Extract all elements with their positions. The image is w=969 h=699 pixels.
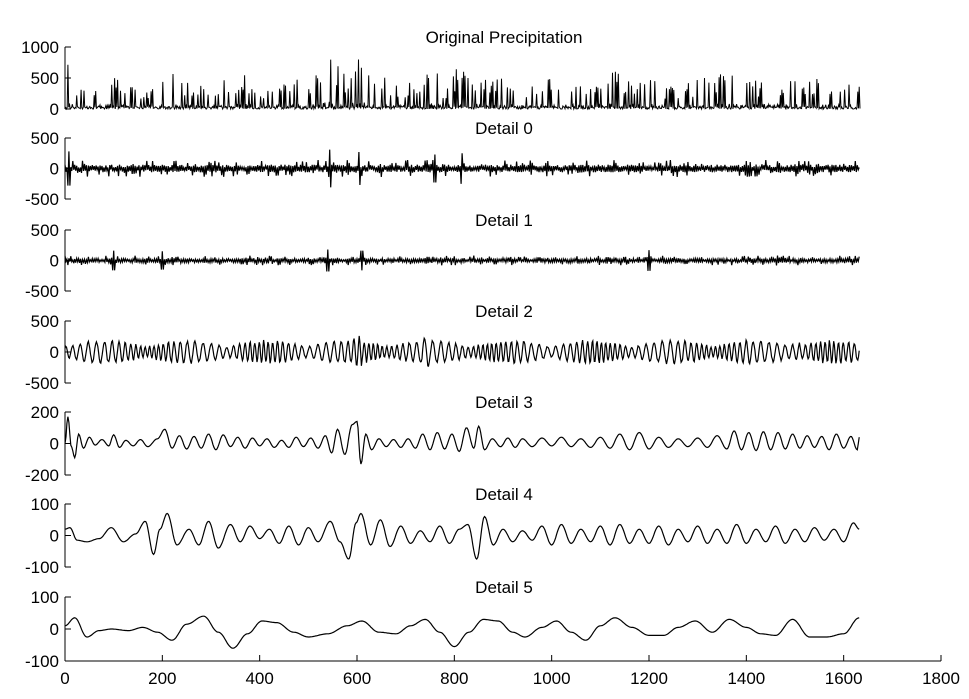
series-line [64, 615, 860, 649]
y-tick-label: -500 [25, 374, 59, 393]
x-tick-label: 600 [343, 669, 371, 688]
y-tick-label: 0 [50, 100, 59, 119]
y-tick-label: 200 [31, 403, 59, 422]
series-line [64, 249, 860, 272]
panel-title: Detail 5 [475, 578, 533, 597]
y-tick-label: 500 [31, 312, 59, 331]
x-tick-label: 1200 [630, 669, 668, 688]
panel-title: Detail 0 [475, 119, 533, 138]
x-tick-label: 1600 [825, 669, 863, 688]
y-tick-label: 0 [50, 620, 59, 639]
panel-7: 100 0 -100 Detail 5 [25, 578, 860, 671]
y-tick-label: 500 [31, 221, 59, 240]
y-tick-label: 100 [31, 588, 59, 607]
x-tick-label: 200 [148, 669, 176, 688]
x-tick-label: 0 [60, 669, 69, 688]
y-tick-label: -100 [25, 558, 59, 577]
x-tick-label: 1000 [533, 669, 571, 688]
y-tick-label: -100 [25, 652, 59, 671]
x-tick-label: 1400 [727, 669, 765, 688]
panel-title: Detail 2 [475, 302, 533, 321]
panel-title: Detail 1 [475, 211, 533, 230]
series-line [64, 416, 860, 465]
y-tick-label: -500 [25, 282, 59, 301]
series-line [64, 335, 860, 367]
y-tick-label: 0 [50, 527, 59, 546]
panel-5: 200 0 -200 Detail 3 [25, 393, 860, 485]
y-tick-label: 100 [31, 495, 59, 514]
x-tick-label: 400 [245, 669, 273, 688]
y-tick-label: 0 [50, 435, 59, 454]
x-axis: 0 200 400 600 800 1000 1200 1400 1600 1800 [60, 655, 960, 688]
x-tick-label: 800 [440, 669, 468, 688]
panel-title: Detail 3 [475, 393, 533, 412]
series-line [64, 512, 860, 561]
panel-1: 1000 500 0 Original Precipitation [21, 28, 861, 119]
y-tick-label: -200 [25, 466, 59, 485]
panel-4: 500 0 -500 Detail 2 [25, 302, 860, 393]
y-tick-label: -500 [25, 190, 59, 209]
y-tick-label: 500 [31, 69, 59, 88]
y-tick-label: 0 [50, 252, 59, 271]
y-tick-label: 0 [50, 160, 59, 179]
y-tick-label: 0 [50, 343, 59, 362]
y-tick-label: 500 [31, 129, 59, 148]
panel-title: Original Precipitation [426, 28, 583, 47]
panel-2: 500 0 -500 Detail 0 [25, 119, 860, 209]
x-tick-label: 1800 [922, 669, 960, 688]
panel-3: 500 0 -500 Detail 1 [25, 211, 860, 301]
panel-title: Detail 4 [475, 485, 533, 504]
panel-6: 100 0 -100 Detail 4 [25, 485, 860, 577]
y-tick-label: 1000 [21, 38, 59, 57]
series-line [64, 149, 860, 188]
series-line [64, 59, 861, 111]
